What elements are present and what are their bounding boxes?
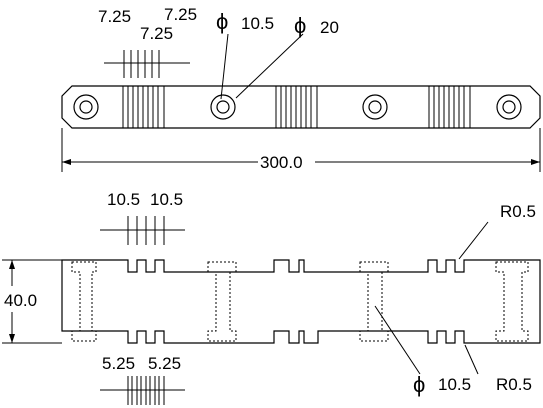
dim-hole-diameter: 10.5 [241,14,274,33]
leader-fillet-bottom [464,344,479,375]
dim-ridge-a: 7.25 [98,7,131,26]
hidden-pocket-1 [71,261,97,342]
dim-hidden-diameter: 10.5 [438,375,471,394]
hole-boss-4 [496,94,522,120]
leader-hidden-diameter [374,305,421,375]
bar-outline [61,85,541,129]
ridge-group-3 [428,86,471,128]
dim-slot-a: 10.5 [107,190,140,209]
ridge-group-1 [122,86,165,128]
dim-slot-b: 10.5 [150,190,183,209]
hidden-pocket-3 [359,261,389,342]
dim-step-a: 5.25 [102,354,135,373]
dim-step-b: 5.25 [148,354,181,373]
block-outline [61,259,541,344]
diameter-symbol-hole: ϕ [216,9,228,34]
dim-ridge-c: 7.25 [140,24,173,43]
ridge-group-2 [275,86,318,128]
diameter-symbol-boss: ϕ [294,13,306,38]
hidden-pocket-4 [495,261,529,342]
hole-boss-2 [210,94,236,120]
slot-pitch-dimension [100,216,185,245]
dim-fillet-top: R0.5 [500,202,536,221]
ridge-pitch-dimension [104,50,190,78]
diameter-symbol-hidden: ϕ [413,372,425,397]
length-dimension [61,128,541,172]
width-dimension [2,259,62,344]
dim-width: 40.0 [4,291,37,310]
leader-hole-diameter [220,33,229,100]
leader-boss-diameter [235,33,304,99]
step-dimension [100,376,185,405]
dim-ridge-b: 7.25 [164,5,197,24]
top-view: 7.25 7.25 7.25 ϕ 10.5 ϕ 20 300.0 [61,5,541,172]
dim-boss-diameter: 20 [320,18,339,37]
bottom-view: 10.5 10.5 40.0 [2,190,541,405]
hole-boss-3 [362,94,388,120]
hidden-pocket-2 [207,261,237,342]
dim-fillet-bottom: R0.5 [496,375,532,394]
dim-length: 300.0 [260,153,303,172]
leader-fillet-top [458,221,489,260]
hole-boss-1 [73,94,99,120]
